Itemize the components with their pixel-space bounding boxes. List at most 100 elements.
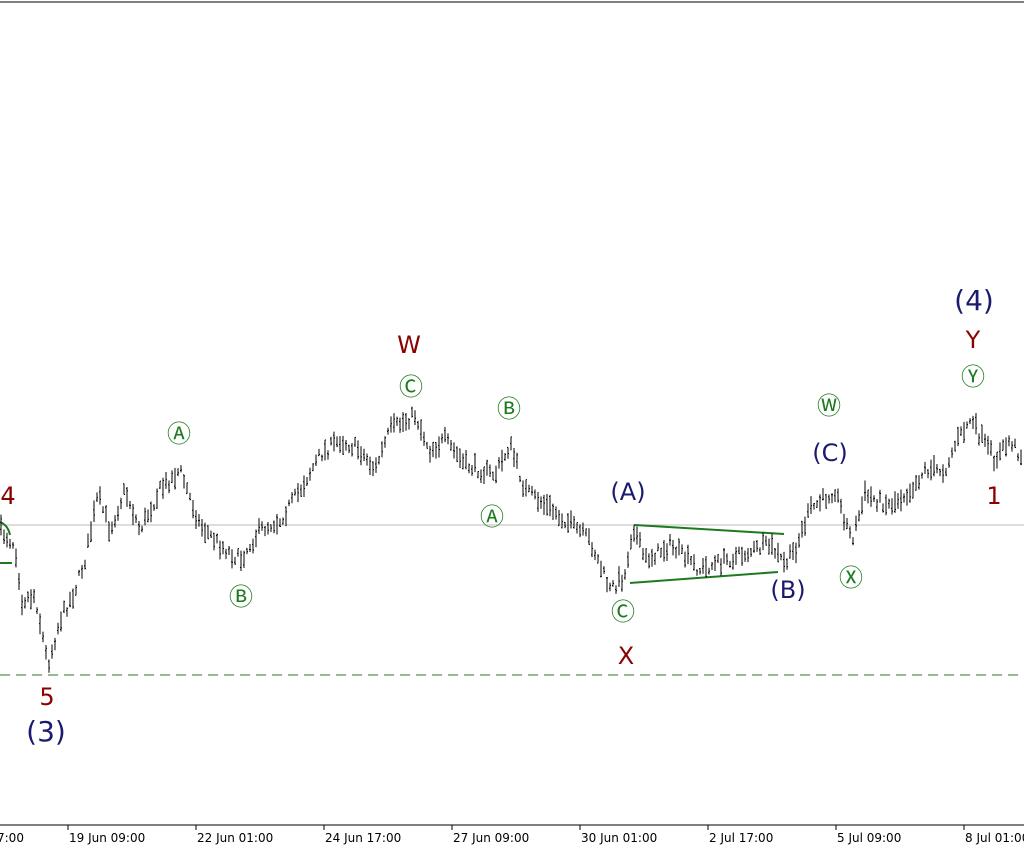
price-bar (984, 433, 986, 447)
price-bar (102, 506, 104, 513)
price-bar (27, 591, 29, 603)
price-bar (135, 514, 137, 524)
price-bar (57, 622, 59, 635)
price-bar (771, 533, 773, 555)
price-bar (474, 452, 476, 473)
wave-label: (3) (26, 715, 66, 748)
price-bar (585, 528, 587, 537)
price-bar (549, 494, 551, 517)
price-bar (513, 447, 515, 468)
price-bar (93, 500, 95, 523)
price-bar (426, 441, 428, 449)
price-bar (861, 496, 863, 515)
price-bar (66, 607, 68, 617)
price-bar (186, 482, 188, 495)
price-bar (1017, 453, 1019, 462)
price-bar (36, 607, 38, 615)
price-bar (621, 574, 623, 592)
price-bars (0, 406, 1022, 673)
price-bar (786, 558, 788, 570)
price-bar (33, 589, 35, 604)
price-bar (219, 540, 221, 560)
price-bar (753, 540, 755, 553)
price-bar (819, 494, 821, 512)
price-bar (231, 549, 233, 569)
price-bar (72, 588, 74, 609)
price-bar (51, 644, 53, 659)
price-bar (42, 631, 44, 643)
price-bar (804, 516, 806, 536)
price-bar (948, 457, 950, 468)
price-bar (174, 467, 176, 490)
price-bar (636, 526, 638, 545)
price-bar (0, 514, 2, 536)
x-tick-label: 2 Jul 17:00 (709, 831, 773, 845)
price-bar (432, 441, 434, 458)
price-bar (237, 548, 239, 557)
price-bar (987, 435, 989, 455)
price-bar (1020, 449, 1022, 466)
price-bar (483, 466, 485, 485)
price-bar (342, 435, 344, 455)
price-bar (120, 497, 122, 510)
price-bar (891, 498, 893, 515)
price-bar (6, 532, 8, 548)
price-bar (591, 542, 593, 558)
price-bar (501, 449, 503, 472)
price-bar (276, 513, 278, 535)
wave-label: Ⓧ (839, 564, 863, 592)
price-bar (465, 449, 467, 470)
price-bar (834, 489, 836, 503)
price-bar (552, 503, 554, 520)
price-bar (147, 509, 149, 523)
price-bar (918, 475, 920, 490)
price-bar (78, 569, 80, 576)
price-bar (558, 509, 560, 527)
price-bar (183, 474, 185, 489)
x-tick-label: 24 Jun 17:00 (325, 831, 401, 845)
price-bar (252, 538, 254, 554)
price-bar (330, 436, 332, 446)
price-bar (714, 555, 716, 572)
price-bar (645, 548, 647, 563)
price-bar (165, 472, 167, 489)
price-bar (939, 468, 941, 477)
price-bar (624, 569, 626, 580)
price-bar (825, 493, 827, 509)
price-bar (45, 644, 47, 660)
price-bar (195, 510, 197, 529)
price-bar (393, 413, 395, 433)
price-bar (141, 525, 143, 533)
price-bar (882, 503, 884, 513)
price-bar (54, 637, 56, 651)
price-bar (159, 480, 161, 489)
price-bar (672, 539, 674, 556)
price-bar (699, 567, 701, 575)
price-bar (573, 515, 575, 529)
price-bar (747, 547, 749, 563)
price-bar (435, 442, 437, 459)
price-bar (444, 427, 446, 443)
price-bar (69, 591, 71, 608)
price-bar (447, 433, 449, 445)
price-bar (954, 440, 956, 452)
price-bar (774, 548, 776, 559)
price-bar (525, 479, 527, 497)
price-bar (744, 550, 746, 562)
price-bar (162, 477, 164, 499)
price-bar (351, 443, 353, 457)
price-bar (963, 421, 965, 443)
price-bar (840, 498, 842, 514)
price-bar (198, 514, 200, 527)
price-bar (951, 447, 953, 458)
price-bar (480, 469, 482, 483)
price-bar (486, 459, 488, 476)
price-bar (912, 481, 914, 499)
price-bar (633, 525, 635, 542)
price-bar (450, 439, 452, 451)
wave-label: W (397, 331, 421, 359)
triangle-lower (629, 571, 779, 584)
price-bar (564, 521, 566, 529)
price-bar (894, 491, 896, 513)
